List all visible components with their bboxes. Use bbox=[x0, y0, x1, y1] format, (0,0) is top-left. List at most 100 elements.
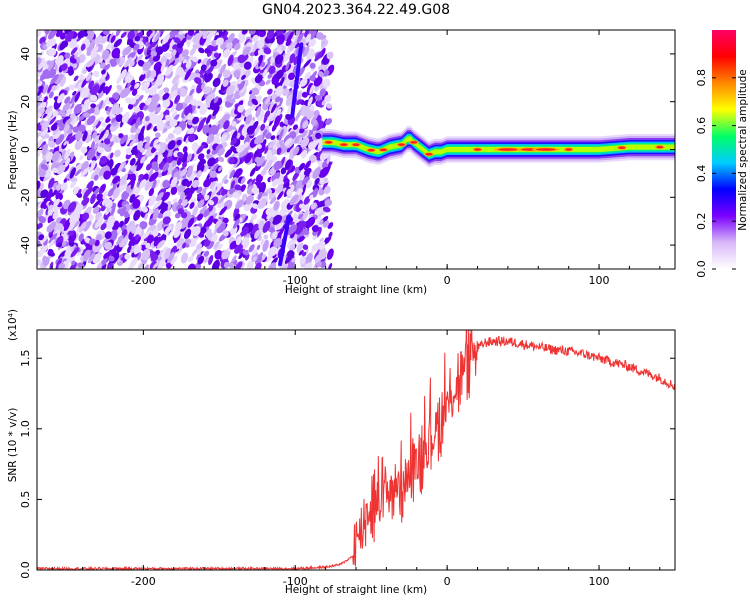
noise-blob bbox=[192, 116, 199, 125]
noise-blob bbox=[130, 79, 136, 86]
noise-blob bbox=[291, 257, 296, 263]
noise-blob bbox=[149, 226, 158, 238]
noise-blob bbox=[111, 102, 120, 115]
noise-blob bbox=[55, 55, 64, 66]
noise-blob bbox=[187, 30, 195, 36]
noise-blob bbox=[146, 49, 152, 56]
noise-blob bbox=[81, 66, 86, 74]
noise-blob bbox=[179, 88, 188, 97]
noise-blob bbox=[92, 70, 100, 78]
noise-blob bbox=[203, 218, 213, 228]
noise-blob bbox=[164, 247, 171, 260]
noise-blob bbox=[217, 147, 225, 157]
noise-blob bbox=[105, 42, 114, 51]
noise-blob bbox=[203, 251, 210, 257]
noise-blob bbox=[197, 59, 202, 64]
noise-blob bbox=[268, 168, 275, 175]
noise-blob bbox=[42, 143, 49, 156]
noise-blob bbox=[157, 73, 162, 79]
noise-blob bbox=[230, 225, 238, 235]
noise-blob bbox=[85, 73, 92, 82]
noise-blob bbox=[77, 188, 82, 195]
noise-blob bbox=[43, 73, 51, 79]
noise-blob bbox=[69, 39, 78, 49]
noise-blob bbox=[262, 220, 271, 233]
noise-blob bbox=[145, 242, 151, 249]
noise-blob bbox=[315, 132, 322, 140]
noise-blob bbox=[201, 82, 205, 90]
noise-blob bbox=[143, 105, 148, 111]
noise-blob bbox=[141, 80, 150, 91]
noise-blob bbox=[55, 134, 65, 145]
noise-blob bbox=[115, 113, 123, 123]
noise-blob bbox=[186, 37, 192, 48]
noise-blob bbox=[243, 141, 249, 149]
noise-blob bbox=[103, 170, 111, 180]
noise-blob bbox=[263, 47, 272, 55]
colorbar-gradient bbox=[712, 30, 736, 269]
noise-blob bbox=[229, 240, 237, 250]
noise-blob bbox=[104, 199, 113, 209]
noise-blob bbox=[173, 37, 181, 44]
noise-blob bbox=[276, 30, 284, 35]
noise-blob bbox=[162, 216, 171, 225]
noise-blob bbox=[271, 172, 281, 182]
noise-blob bbox=[132, 199, 141, 209]
noise-blob bbox=[251, 213, 258, 221]
noise-blob bbox=[98, 100, 104, 111]
noise-blob bbox=[127, 103, 134, 110]
colorbar-tick-label: 0.0 bbox=[695, 260, 708, 278]
noise-blob bbox=[278, 76, 285, 88]
noise-blob bbox=[233, 218, 240, 229]
noise-blob bbox=[45, 105, 53, 115]
noise-blob bbox=[37, 189, 42, 197]
noise-blob bbox=[48, 233, 58, 244]
noise-blob bbox=[217, 156, 225, 163]
noise-blob bbox=[182, 242, 186, 249]
noise-blob bbox=[262, 129, 268, 137]
noise-blob bbox=[222, 79, 229, 87]
noise-blob bbox=[93, 119, 102, 129]
noise-blob bbox=[101, 49, 110, 61]
noise-blob bbox=[296, 99, 302, 106]
noise-blob bbox=[91, 160, 96, 167]
noise-blob bbox=[184, 238, 192, 244]
noise-blob bbox=[61, 40, 69, 48]
noise-blob bbox=[328, 231, 333, 238]
noise-blob bbox=[63, 123, 70, 134]
noise-blob bbox=[174, 94, 181, 105]
noise-blob bbox=[287, 72, 296, 81]
noise-blob bbox=[309, 62, 316, 69]
ridge-hotspot bbox=[656, 145, 664, 149]
noise-blob bbox=[269, 196, 277, 205]
noise-blob bbox=[191, 248, 198, 257]
noise-blob bbox=[146, 97, 152, 106]
noise-blob bbox=[203, 86, 212, 95]
noise-blob bbox=[270, 103, 277, 114]
noise-blob bbox=[206, 58, 211, 67]
noise-blob bbox=[252, 256, 257, 262]
noise-blob bbox=[154, 166, 159, 172]
noise-blob bbox=[65, 31, 74, 42]
noise-blob bbox=[285, 94, 294, 107]
noise-blob bbox=[38, 234, 45, 241]
noise-blob bbox=[103, 64, 111, 72]
noise-blob bbox=[49, 116, 57, 125]
noise-blob bbox=[82, 131, 88, 142]
noise-blob bbox=[289, 131, 297, 140]
noise-blob bbox=[245, 253, 250, 261]
snr-axes: -200 -100 0 100 0.0 0.5 1.0 1.5 bbox=[19, 330, 675, 588]
noise-blob bbox=[105, 129, 110, 135]
noise-blob bbox=[151, 179, 157, 190]
noise-blob bbox=[200, 205, 208, 213]
noise-blob bbox=[287, 103, 292, 114]
noise-blob bbox=[295, 30, 302, 37]
noise-blob bbox=[170, 90, 178, 98]
noise-blob bbox=[315, 207, 324, 215]
noise-blob bbox=[68, 69, 75, 76]
noise-blob bbox=[305, 33, 312, 43]
noise-blob bbox=[292, 124, 299, 130]
noise-blob bbox=[203, 178, 212, 188]
noise-blob bbox=[273, 200, 280, 211]
noise-blob bbox=[150, 50, 158, 57]
